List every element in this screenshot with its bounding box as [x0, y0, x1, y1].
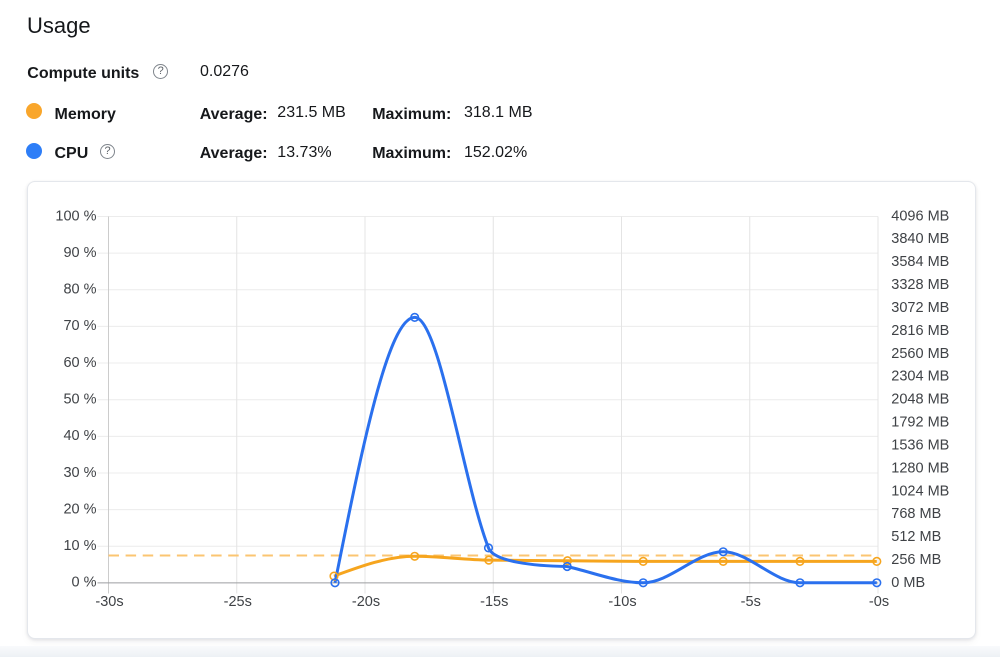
svg-text:40 %: 40 % — [63, 428, 96, 444]
svg-text:2560 MB: 2560 MB — [891, 346, 949, 362]
svg-text:-5s: -5s — [741, 594, 761, 610]
svg-text:1536 MB: 1536 MB — [891, 437, 949, 453]
svg-text:-10s: -10s — [608, 594, 636, 610]
svg-text:512 MB: 512 MB — [891, 529, 941, 545]
svg-text:50 %: 50 % — [63, 392, 96, 408]
svg-text:1280 MB: 1280 MB — [891, 460, 949, 476]
svg-text:3328 MB: 3328 MB — [891, 277, 949, 293]
svg-text:1024 MB: 1024 MB — [891, 483, 949, 499]
svg-text:3584 MB: 3584 MB — [891, 254, 949, 270]
svg-text:1792 MB: 1792 MB — [891, 415, 949, 431]
svg-text:100 %: 100 % — [55, 208, 96, 224]
svg-text:10 %: 10 % — [63, 538, 96, 554]
svg-text:768 MB: 768 MB — [891, 506, 941, 522]
svg-text:-0s: -0s — [869, 594, 889, 610]
svg-text:2048 MB: 2048 MB — [891, 392, 949, 408]
svg-text:3072 MB: 3072 MB — [891, 300, 949, 316]
svg-text:0 %: 0 % — [72, 575, 97, 591]
svg-text:2304 MB: 2304 MB — [891, 369, 949, 385]
svg-text:20 %: 20 % — [63, 501, 96, 517]
svg-text:-15s: -15s — [480, 594, 508, 610]
svg-text:-25s: -25s — [224, 594, 252, 610]
svg-text:3840 MB: 3840 MB — [891, 231, 949, 247]
svg-text:30 %: 30 % — [63, 465, 96, 481]
svg-text:-20s: -20s — [352, 594, 380, 610]
svg-text:0 MB: 0 MB — [891, 575, 925, 591]
svg-text:-30s: -30s — [95, 594, 123, 610]
svg-text:256 MB: 256 MB — [891, 552, 941, 568]
svg-text:60 %: 60 % — [63, 355, 96, 371]
svg-text:90 %: 90 % — [63, 245, 96, 261]
svg-text:4096 MB: 4096 MB — [891, 208, 949, 224]
svg-text:80 %: 80 % — [63, 282, 96, 298]
svg-text:70 %: 70 % — [63, 318, 96, 334]
svg-text:2816 MB: 2816 MB — [891, 323, 949, 339]
